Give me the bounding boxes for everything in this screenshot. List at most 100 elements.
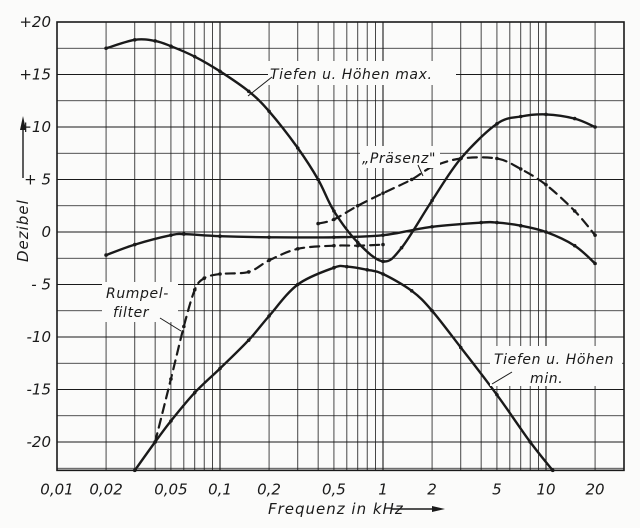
- y-tick-label: -10: [27, 328, 52, 346]
- plot-frame: [56, 21, 625, 472]
- series-0-point: [544, 112, 548, 117]
- series-4-point: [528, 440, 533, 444]
- series-0-point: [295, 146, 300, 150]
- series-1-point: [495, 220, 499, 225]
- y-tick-label: +10: [19, 118, 51, 136]
- x-tick-label: 5: [492, 480, 502, 498]
- series-1-point: [132, 242, 137, 247]
- series-4-line: [133, 264, 554, 472]
- series-1-point: [479, 220, 483, 225]
- x-tick-label: 0,1: [208, 480, 232, 498]
- series-2-line: [317, 156, 597, 237]
- series-1-point: [544, 230, 548, 234]
- series-2-point: [518, 167, 523, 171]
- series-4-point: [495, 392, 499, 397]
- series-0-point: [267, 109, 271, 114]
- series-3-point: [182, 324, 186, 329]
- label-min-leader: [491, 371, 513, 385]
- label-praesenz: „Präsenz": [360, 146, 440, 177]
- series-2-point: [381, 191, 385, 195]
- series-1-point: [430, 224, 434, 229]
- series-0-point: [218, 69, 222, 74]
- series-3-point: [381, 242, 385, 247]
- y-tick-label: -20: [27, 433, 52, 451]
- x-tick-label: 0,5: [322, 480, 346, 498]
- series-4-point: [430, 308, 434, 313]
- x-tick-label: 2: [427, 480, 437, 498]
- series-2-point: [332, 217, 336, 222]
- series-3-point: [355, 243, 360, 248]
- label-min-line1: Tiefen u. Höhen: [494, 352, 614, 368]
- x-tick-label: 0,01: [40, 480, 73, 498]
- label-min: Tiefen u. Höhen min.: [490, 346, 622, 387]
- series-4-point: [132, 468, 137, 473]
- y-tick-labels: +20 +15 +10 + 5 0 - 5 -10 -15 -20: [19, 13, 51, 451]
- label-praesenz-text: „Präsenz": [362, 151, 436, 167]
- label-rumpel-line1: Rumpel-: [106, 286, 169, 302]
- series-1-point: [169, 233, 173, 237]
- series-3-point: [246, 270, 251, 274]
- y-tick-label: - 5: [31, 276, 51, 294]
- series-4-point: [218, 366, 222, 371]
- x-axis-title: Frequenz in kHz: [268, 500, 404, 518]
- series-0-point: [518, 114, 523, 119]
- y-tick-label: -15: [27, 381, 52, 399]
- series-2-point: [544, 182, 548, 187]
- series-4-point: [458, 345, 463, 350]
- x-axis-label: Frequenz in kHz: [268, 500, 445, 518]
- series-4-point: [381, 272, 385, 276]
- label-max-leader: [247, 76, 273, 97]
- series-0-point: [355, 240, 360, 245]
- series-0-point: [192, 54, 197, 59]
- series-1-point: [182, 232, 186, 236]
- series-0-point: [495, 122, 499, 126]
- series-1-point: [381, 233, 385, 237]
- series-2-point: [495, 156, 499, 161]
- series-1-point: [332, 235, 336, 240]
- series-3-point: [169, 377, 173, 381]
- series-0-point: [381, 259, 385, 264]
- series-0-point: [169, 44, 173, 48]
- series-4-point: [169, 419, 173, 423]
- series-4-point: [295, 282, 300, 287]
- series-4-point: [409, 289, 414, 293]
- x-tick-labels: 0,01 0,02 0,05 0,1 0,2 0,5 1 2 5 10 20: [40, 480, 604, 498]
- series-4-point: [550, 468, 555, 473]
- series-2-point: [593, 233, 597, 237]
- series-group: [104, 38, 597, 473]
- series-0-point: [593, 125, 597, 129]
- series-4-point: [246, 338, 251, 342]
- series-1-point: [104, 253, 108, 257]
- label-praesenz-leader: [417, 164, 424, 177]
- plot-border: [56, 21, 625, 472]
- label-max-bg: [268, 61, 456, 85]
- series-0-point: [132, 38, 137, 42]
- series-1-point: [518, 223, 523, 228]
- series-3-line: [154, 243, 385, 444]
- series-0-point: [399, 245, 404, 250]
- series-3-point: [295, 247, 300, 251]
- label-max: Tiefen u. Höhen max.: [247, 61, 456, 97]
- series-1-point: [593, 261, 597, 266]
- x-tick-label: 20: [586, 480, 605, 498]
- label-min-bg: [490, 346, 622, 386]
- series-0-point: [430, 198, 434, 203]
- series-1-line: [104, 220, 597, 265]
- x-axis-arrow-icon: [432, 506, 445, 512]
- series-3-point: [218, 272, 222, 276]
- series-2-point: [409, 177, 414, 182]
- series-1-point: [267, 235, 271, 240]
- label-rumpel-leader: [159, 317, 182, 332]
- series-4-point: [365, 268, 370, 272]
- label-rumpel-line2: filter: [113, 305, 150, 321]
- series-0-point: [332, 209, 336, 213]
- label-max-text: Tiefen u. Höhen max.: [270, 67, 433, 83]
- series-4-point: [267, 314, 271, 318]
- series-3-point: [192, 287, 197, 292]
- series-4-point: [192, 390, 197, 395]
- series-4-point: [153, 440, 157, 444]
- series-0-point: [153, 39, 157, 43]
- series-0-point: [572, 116, 577, 121]
- x-tick-label: 0,05: [154, 480, 187, 498]
